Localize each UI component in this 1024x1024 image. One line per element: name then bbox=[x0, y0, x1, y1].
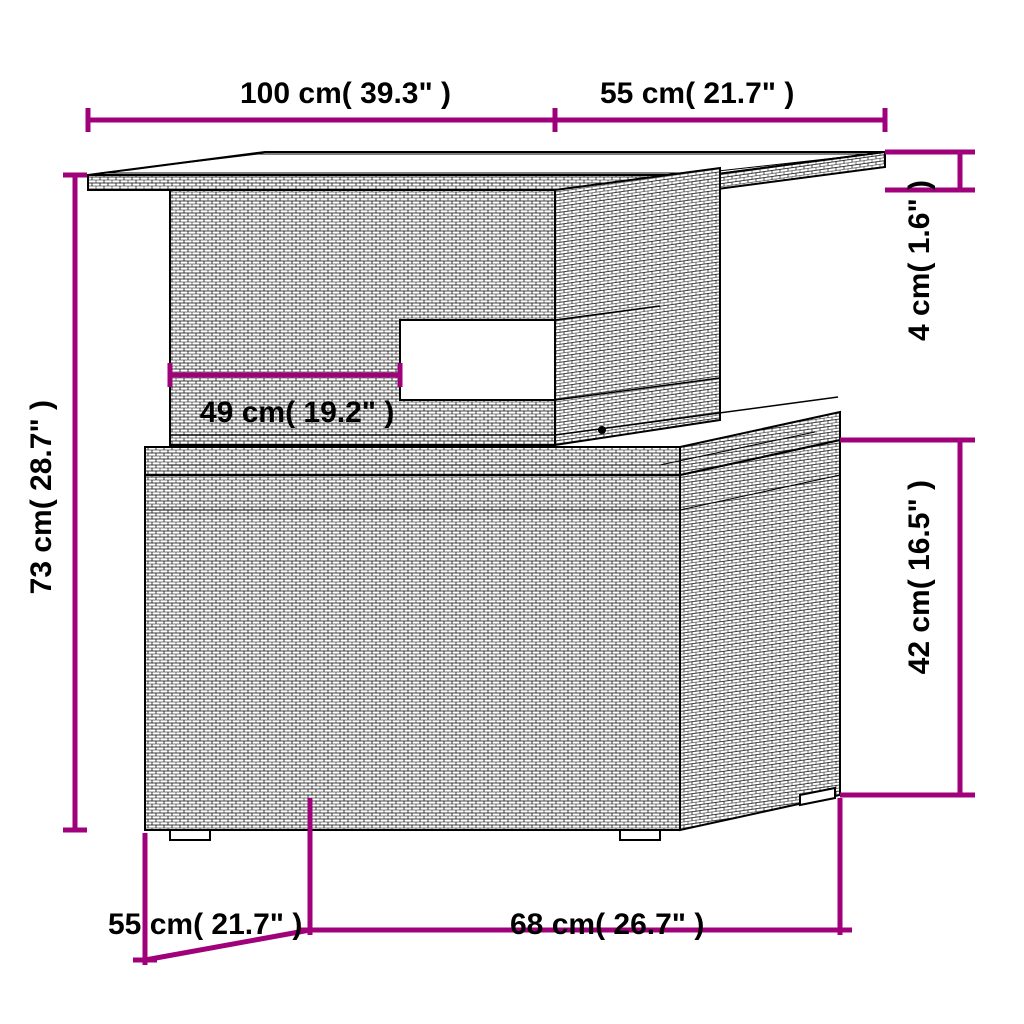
dim-top-depth bbox=[555, 108, 885, 132]
dim-top-width bbox=[88, 108, 555, 132]
label-inner-width: 49 cm( 19.2" ) bbox=[200, 396, 394, 430]
label-total-height: 73 cm( 28.7" ) bbox=[25, 400, 59, 594]
dimension-drawing bbox=[0, 0, 1024, 1024]
label-base-depth: 55 cm( 21.7" ) bbox=[108, 908, 302, 942]
label-top-depth: 55 cm( 21.7" ) bbox=[600, 77, 794, 111]
base-box bbox=[145, 412, 840, 840]
label-top-width: 100 cm( 39.3" ) bbox=[240, 77, 451, 111]
dim-total-height bbox=[63, 175, 87, 830]
label-base-height: 42 cm( 16.5" ) bbox=[903, 480, 937, 674]
label-base-width: 68 cm( 26.7" ) bbox=[510, 908, 704, 942]
product-outline bbox=[88, 152, 885, 840]
tabletop bbox=[88, 152, 885, 190]
label-thickness: 4 cm( 1.6" ) bbox=[903, 180, 937, 341]
